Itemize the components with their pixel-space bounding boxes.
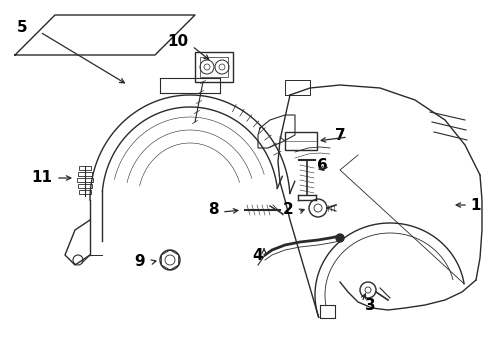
Text: 5: 5 [17,21,27,36]
Bar [78,172,92,176]
Text: 4: 4 [252,248,263,262]
Text: 8: 8 [207,202,218,217]
Text: 9: 9 [134,255,145,270]
Circle shape [335,234,343,242]
Text: 11: 11 [31,171,52,185]
Bar [285,132,316,150]
Text: 7: 7 [334,127,345,143]
Bar [200,57,227,77]
Text: 3: 3 [364,297,375,312]
Text: 6: 6 [316,158,326,172]
Bar [78,184,92,188]
Text: 10: 10 [167,35,188,49]
Bar [77,178,93,182]
Bar [79,166,91,170]
Text: 2: 2 [282,202,293,217]
Bar [195,52,232,82]
Text: 1: 1 [470,198,480,212]
Bar [79,190,91,194]
